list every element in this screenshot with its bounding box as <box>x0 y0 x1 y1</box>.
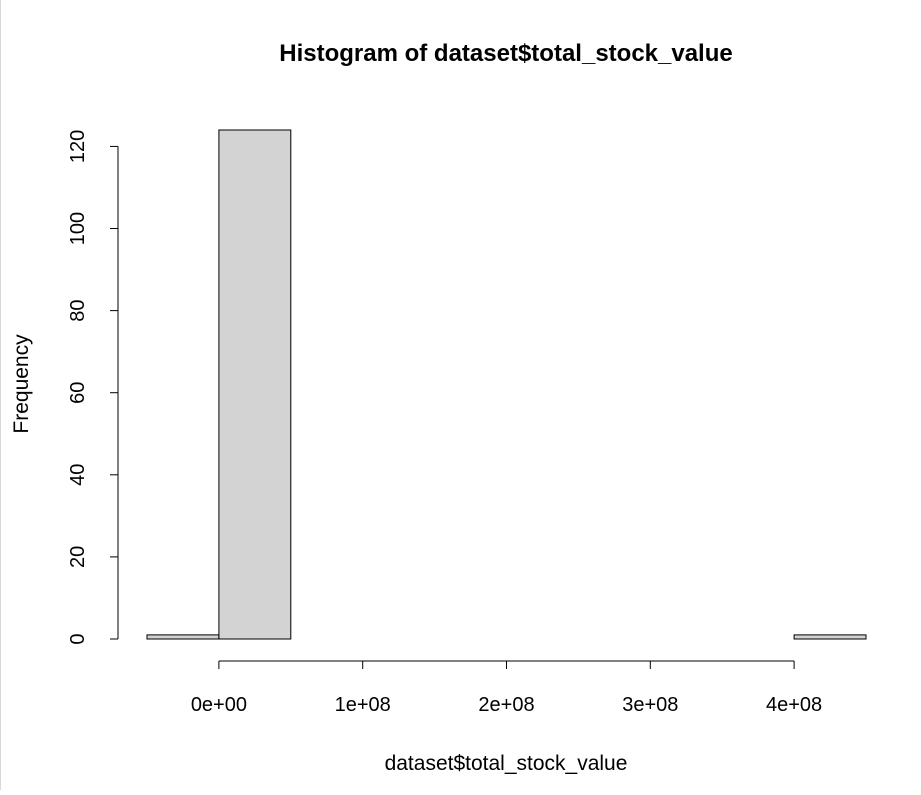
y-axis-label: Frequency <box>10 334 33 434</box>
x-axis-label: dataset$total_stock_value <box>385 752 628 775</box>
x-tick-label-1e+08: 1e+08 <box>335 694 391 716</box>
y-tick-label-100: 100 <box>67 212 89 245</box>
y-tick-label-0: 0 <box>67 633 89 644</box>
histogram-bars <box>146 129 867 640</box>
y-tick-label-40: 40 <box>67 464 89 486</box>
x-tick-label-0e+00: 0e+00 <box>191 694 247 716</box>
y-tick-label-80: 80 <box>67 299 89 321</box>
y-axis: 0 20 40 60 80 100 120 <box>67 130 119 645</box>
histogram-bar-1 <box>146 634 220 640</box>
x-tick-label-2e+08: 2e+08 <box>478 694 534 716</box>
window-left-edge <box>0 0 1 790</box>
y-tick-label-20: 20 <box>67 546 89 568</box>
histogram-bar-10 <box>793 634 867 640</box>
y-tick-label-120: 120 <box>67 130 89 163</box>
y-tick-label-60: 60 <box>67 382 89 404</box>
chart-title: Histogram of dataset$total_stock_value <box>279 40 732 67</box>
x-tick-label-3e+08: 3e+08 <box>622 694 678 716</box>
histogram-bar-2 <box>218 129 292 640</box>
x-axis: 0e+00 1e+08 2e+08 3e+08 4e+08 <box>191 660 822 716</box>
x-tick-label-4e+08: 4e+08 <box>766 694 822 716</box>
